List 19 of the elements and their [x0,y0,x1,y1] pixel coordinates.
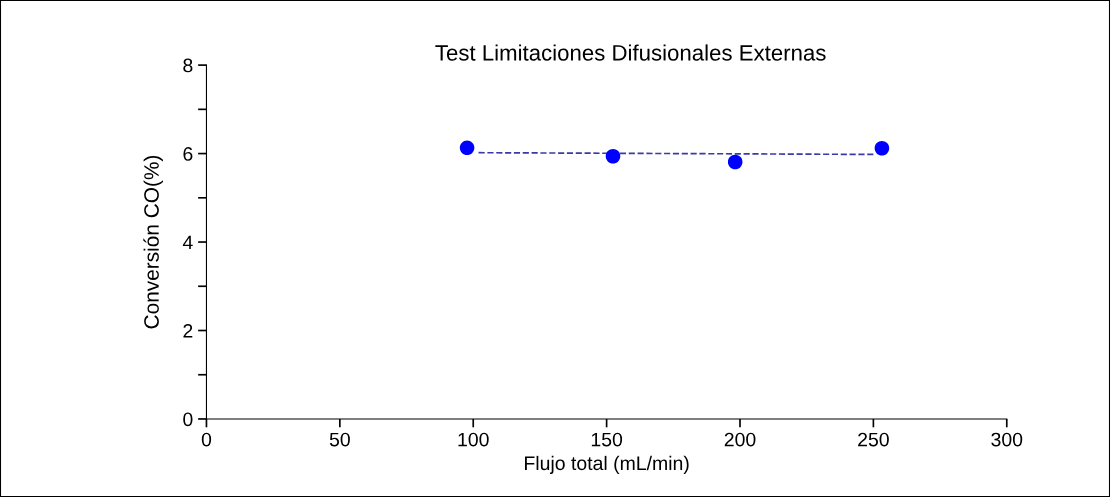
x-tick-label: 0 [201,432,212,447]
y-tick-label: 2 [183,323,193,338]
y-tick-label: 6 [183,147,193,161]
y-tick-label: 4 [182,235,193,250]
x-tick-label: 50 [329,432,350,447]
x-axis-title: Flujo total (mL/min) [525,455,689,474]
x-tick-label: 250 [858,432,889,447]
point [459,140,475,156]
point [874,140,890,156]
x-tick-label: 100 [458,432,489,447]
y-tick-label: 0 [183,412,193,427]
y-tick-label: 8 [183,58,193,73]
x-tick-label: 300 [991,432,1023,447]
x-tick-label: 200 [724,432,756,447]
point [605,148,621,164]
x-tick-label: 150 [591,432,623,447]
point [727,154,743,170]
y-axis-title: Conversión CO(%) [143,155,163,329]
chart-title: Test Limitaciones Difusionales Externas [435,44,826,61]
